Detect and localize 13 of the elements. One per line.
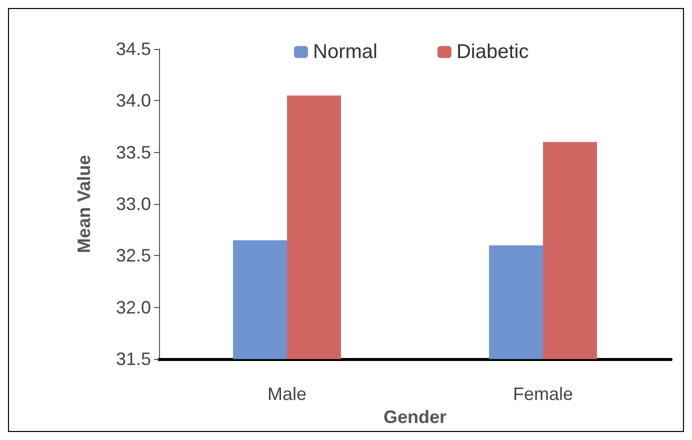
y-tick-label: 34.0: [116, 90, 151, 111]
x-tick-label: Female: [512, 384, 574, 404]
x-tick-label: Male: [267, 384, 307, 404]
legend-label: Normal: [313, 41, 378, 63]
y-axis-title: Mean Value: [74, 155, 94, 254]
y-tick-label: 31.5: [116, 349, 151, 370]
legend-label: Diabetic: [456, 41, 529, 63]
y-tick-label: 33.0: [116, 194, 151, 214]
x-axis-title: Gender: [383, 407, 447, 427]
y-tick-label: 32.0: [116, 297, 151, 318]
y-tick-label: 34.5: [116, 39, 151, 59]
y-tick-label: 33.5: [116, 142, 151, 162]
y-tick-label: 32.5: [116, 246, 151, 266]
